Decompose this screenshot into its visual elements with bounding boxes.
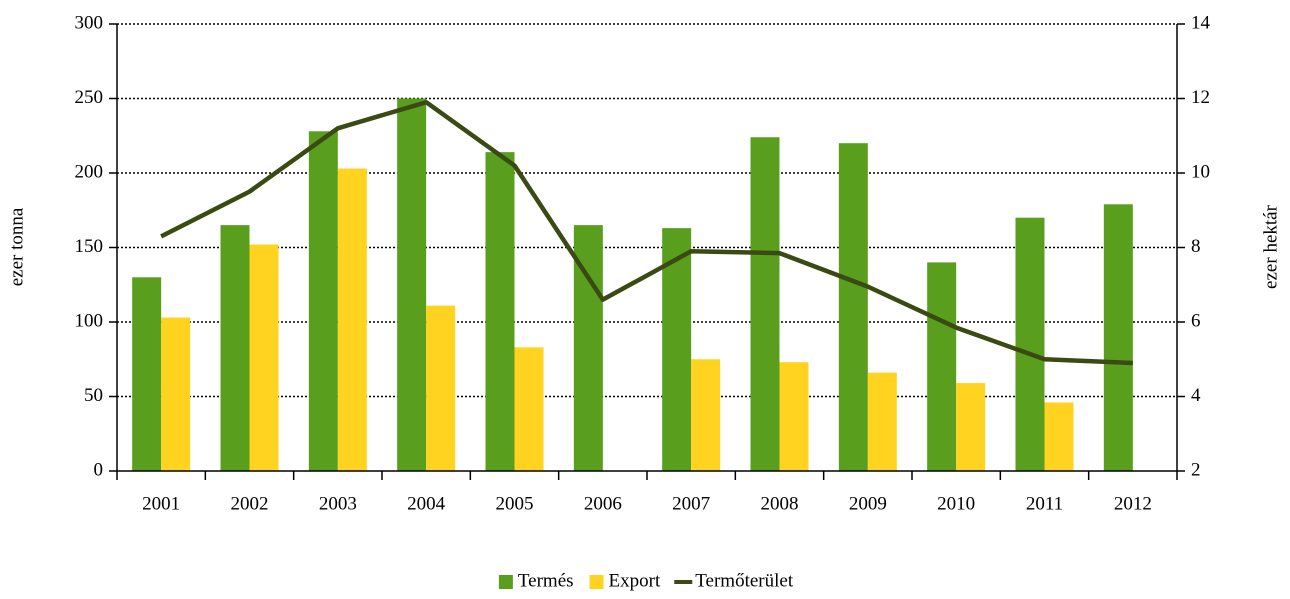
bar — [927, 262, 957, 471]
bar — [337, 168, 367, 471]
bar — [220, 225, 250, 471]
x-tick-label: 2012 — [1114, 493, 1152, 514]
y-tick-label: 200 — [75, 161, 104, 182]
bar — [1103, 204, 1133, 472]
bar — [485, 152, 515, 471]
x-tick-label: 2003 — [319, 493, 357, 514]
bar — [779, 362, 809, 471]
y2-tick-label: 2 — [1191, 459, 1201, 480]
bar — [397, 98, 427, 471]
legend-symbol — [589, 575, 604, 589]
bar — [956, 383, 986, 471]
x-tick-label: 2005 — [496, 493, 534, 514]
legend-label: Termés — [518, 570, 574, 591]
legend-item: Termés — [498, 570, 574, 591]
bar — [514, 347, 544, 471]
x-tick-label: 2007 — [672, 493, 710, 514]
bar — [867, 372, 897, 471]
x-tick-label: 2010 — [937, 493, 975, 514]
y2-tick-label: 10 — [1191, 161, 1210, 182]
y2-tick-label: 4 — [1191, 385, 1201, 406]
bar — [1015, 217, 1045, 471]
y-axis-label: ezer tonna — [6, 207, 27, 286]
bar — [662, 228, 692, 471]
x-tick-label: 2011 — [1026, 493, 1063, 514]
bar — [161, 317, 191, 471]
x-tick-label: 2006 — [584, 493, 622, 514]
y-tick-label: 250 — [75, 87, 104, 108]
x-tick-label: 2008 — [761, 493, 799, 514]
bar — [691, 359, 721, 471]
legend-item: Export — [589, 570, 661, 591]
y-tick-label: 50 — [84, 385, 103, 406]
bar — [426, 305, 456, 471]
x-tick-label: 2002 — [231, 493, 269, 514]
y-tick-label: 0 — [94, 459, 104, 480]
y-tick-label: 300 — [75, 12, 104, 33]
y2-axis-label: ezer hektár — [1260, 204, 1281, 289]
bar — [132, 277, 162, 471]
y2-tick-label: 6 — [1191, 310, 1201, 331]
bar — [1044, 402, 1074, 471]
bar — [308, 131, 338, 471]
line — [160, 99, 1133, 366]
bar — [249, 244, 279, 471]
legend-item: Termőterület — [674, 570, 794, 591]
legend-label: Termőterület — [695, 570, 794, 591]
legend-label: Export — [609, 570, 661, 591]
x-tick-label: 2009 — [849, 493, 887, 514]
y-tick-label: 150 — [75, 236, 104, 257]
y2-tick-label: 14 — [1191, 12, 1211, 33]
bar — [750, 137, 780, 472]
x-tick-label: 2004 — [407, 493, 446, 514]
x-tick-label: 2001 — [142, 493, 180, 514]
bar — [838, 143, 868, 471]
y2-tick-label: 8 — [1191, 236, 1201, 257]
legend-symbol — [498, 575, 513, 589]
y-tick-label: 100 — [75, 310, 104, 331]
y2-tick-label: 12 — [1191, 87, 1210, 108]
